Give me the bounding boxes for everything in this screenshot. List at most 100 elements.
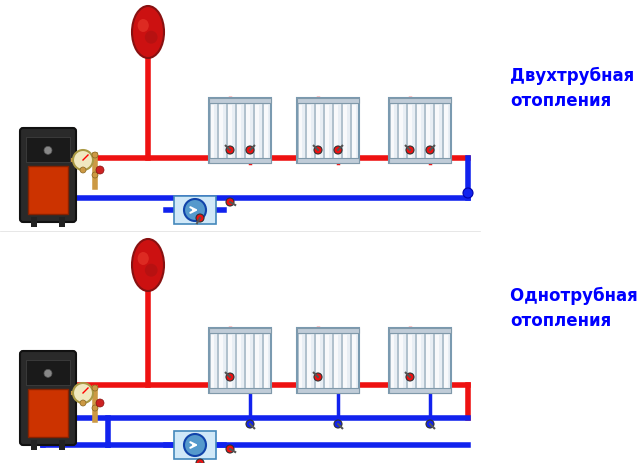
Bar <box>307 334 311 388</box>
Bar <box>209 100 218 159</box>
Circle shape <box>334 146 342 154</box>
Bar <box>333 100 340 159</box>
Ellipse shape <box>145 264 157 277</box>
Bar <box>31 217 37 227</box>
Circle shape <box>246 420 254 428</box>
Bar <box>434 100 442 159</box>
Bar <box>209 388 271 393</box>
Bar <box>426 334 430 388</box>
Bar <box>26 137 70 162</box>
Circle shape <box>80 400 86 406</box>
Bar <box>434 331 442 389</box>
Circle shape <box>334 420 342 428</box>
Bar <box>351 331 358 389</box>
Ellipse shape <box>132 239 164 291</box>
Bar <box>307 100 314 159</box>
Bar <box>324 331 332 389</box>
Circle shape <box>44 146 52 154</box>
Bar <box>351 100 358 159</box>
Bar <box>59 217 65 227</box>
Bar <box>351 334 355 388</box>
Bar <box>255 105 259 157</box>
Bar <box>174 196 216 224</box>
Text: Двухтрубная система
отопления: Двухтрубная система отопления <box>510 66 640 110</box>
Bar <box>417 334 421 388</box>
Bar <box>389 157 451 163</box>
Bar <box>390 105 394 157</box>
Bar <box>297 98 359 163</box>
Bar <box>228 105 232 157</box>
Bar <box>342 331 349 389</box>
Bar <box>389 388 451 393</box>
Bar <box>209 327 271 393</box>
Bar <box>343 105 347 157</box>
Bar <box>407 331 415 389</box>
Bar <box>325 334 329 388</box>
Bar <box>333 331 340 389</box>
Bar <box>426 105 430 157</box>
Ellipse shape <box>138 19 148 32</box>
Bar <box>297 327 359 393</box>
Bar <box>297 327 359 393</box>
Bar <box>390 334 394 388</box>
Circle shape <box>463 188 473 198</box>
FancyBboxPatch shape <box>20 351 76 445</box>
Bar <box>297 98 359 163</box>
Bar <box>408 105 412 157</box>
Bar <box>237 105 241 157</box>
Bar <box>246 334 250 388</box>
Bar <box>407 100 415 159</box>
Circle shape <box>92 172 98 178</box>
Circle shape <box>44 369 52 377</box>
Bar <box>237 334 241 388</box>
Circle shape <box>92 385 98 391</box>
Bar <box>236 331 244 389</box>
Bar <box>325 105 329 157</box>
Bar <box>298 331 305 389</box>
Bar <box>443 100 451 159</box>
Bar <box>211 105 214 157</box>
Bar <box>389 98 451 163</box>
FancyBboxPatch shape <box>20 128 76 222</box>
Bar <box>255 334 259 388</box>
Bar <box>399 105 403 157</box>
Bar <box>389 98 451 102</box>
Circle shape <box>184 434 206 456</box>
Circle shape <box>226 373 234 381</box>
Bar <box>435 105 438 157</box>
Ellipse shape <box>145 31 157 44</box>
Bar <box>316 331 323 389</box>
Bar <box>218 100 226 159</box>
Bar <box>209 98 271 163</box>
Bar <box>399 334 403 388</box>
Bar <box>343 334 347 388</box>
Bar <box>389 98 451 163</box>
Bar <box>59 440 65 450</box>
Bar <box>245 100 253 159</box>
Bar <box>298 100 305 159</box>
Circle shape <box>184 199 206 221</box>
Bar <box>324 100 332 159</box>
Bar <box>342 100 349 159</box>
Bar <box>254 100 262 159</box>
Bar <box>389 327 451 393</box>
Bar <box>227 331 235 389</box>
Circle shape <box>92 152 98 158</box>
Bar <box>390 100 397 159</box>
Bar <box>389 327 451 332</box>
Circle shape <box>96 399 104 407</box>
Bar <box>316 334 320 388</box>
Bar <box>174 431 216 459</box>
Bar <box>220 334 223 388</box>
Bar <box>28 166 68 214</box>
Bar <box>398 100 406 159</box>
Bar <box>398 331 406 389</box>
Circle shape <box>314 373 322 381</box>
Circle shape <box>196 459 204 463</box>
Circle shape <box>426 420 434 428</box>
Circle shape <box>73 150 93 170</box>
Circle shape <box>406 146 414 154</box>
Bar <box>209 98 271 102</box>
Ellipse shape <box>138 252 148 265</box>
Bar <box>307 331 314 389</box>
